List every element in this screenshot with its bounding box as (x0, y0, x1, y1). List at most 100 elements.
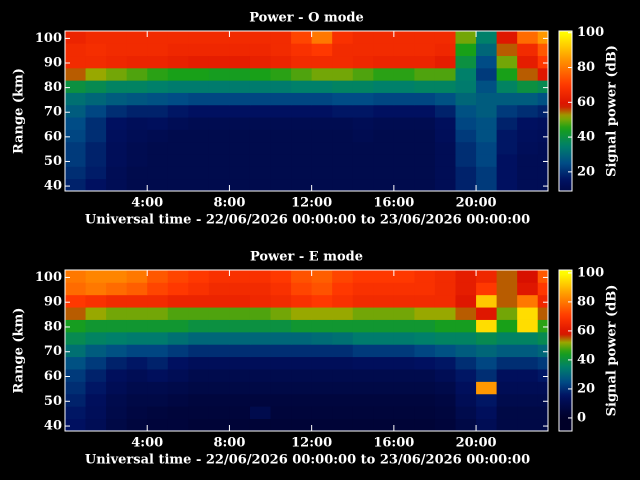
heatmap-cell (188, 406, 210, 420)
heatmap-cell (85, 80, 107, 93)
heatmap-cell (455, 418, 477, 432)
heatmap-cell (291, 80, 313, 93)
heatmap-cell (537, 331, 549, 345)
heatmap-cell (352, 282, 374, 296)
heatmap-cell (106, 67, 128, 81)
heatmap-cell (414, 31, 436, 44)
heatmap-cell (414, 117, 436, 130)
heatmap-cell (517, 80, 539, 93)
heatmap-cell (517, 178, 539, 192)
heatmap-cell (270, 282, 292, 296)
heatmap-cell (455, 129, 477, 143)
heatmap-cell (65, 92, 86, 106)
heatmap-cell (476, 270, 498, 283)
heatmap-cell (476, 381, 498, 395)
heatmap-cell (373, 154, 395, 167)
x-tick-label: 4:00 (131, 436, 163, 451)
heatmap-cell (291, 344, 313, 358)
heatmap-cell (188, 331, 210, 345)
heatmap-cell (311, 344, 333, 358)
colorbar-tick-label: 80 (577, 294, 595, 309)
heatmap-cell (188, 307, 210, 320)
heatmap-cell (393, 178, 415, 192)
heatmap-cell (208, 344, 230, 358)
heatmap-cell (270, 418, 292, 432)
heatmap-cell (455, 381, 477, 395)
heatmap-cell (517, 319, 539, 333)
heatmap-cell (373, 393, 395, 407)
heatmap-cell (126, 393, 148, 407)
heatmap-cell (65, 294, 86, 308)
heatmap-cell (496, 166, 518, 180)
heatmap-cell (311, 381, 333, 395)
heatmap-cell (147, 307, 169, 320)
heatmap-cell (65, 381, 86, 395)
heatmap-cell (229, 294, 251, 308)
heatmap-cell (517, 154, 539, 167)
heatmap-cell (147, 282, 169, 296)
heatmap-cell (65, 406, 86, 420)
heatmap-cell (229, 282, 251, 296)
heatmap-cell (496, 80, 518, 93)
heatmap-cell (188, 270, 210, 283)
heatmap-cell (208, 270, 230, 283)
heatmap-cell (393, 406, 415, 420)
heatmap-cell (537, 270, 549, 283)
heatmap-cell (106, 92, 128, 106)
heatmap-cell (249, 80, 271, 93)
heatmap-cell (455, 406, 477, 420)
heatmap-cell (126, 270, 148, 283)
heatmap-cell (414, 43, 436, 57)
heatmap-cell (476, 294, 498, 308)
heatmap-cell (537, 381, 549, 395)
heatmap-cell (249, 129, 271, 143)
heatmap-cell (332, 393, 354, 407)
heatmap-cell (434, 406, 456, 420)
heatmap-cell (332, 154, 354, 167)
heatmap-cell (208, 178, 230, 192)
heatmap-cell (188, 393, 210, 407)
heatmap-cell (167, 31, 189, 44)
heatmap-cell (249, 294, 271, 308)
heatmap-cell (476, 67, 498, 81)
heatmap-cell (291, 406, 313, 420)
heatmap-cell (229, 270, 251, 283)
heatmap-cell (332, 307, 354, 320)
heatmap-cell (291, 141, 313, 155)
heatmap-cell (496, 294, 518, 308)
y-tick-label: 80 (44, 319, 62, 334)
heatmap-cell (229, 117, 251, 130)
heatmap-cell (208, 307, 230, 320)
heatmap-cell (537, 55, 549, 69)
heatmap-cell (229, 141, 251, 155)
heatmap-cell (352, 129, 374, 143)
heatmap-cell (455, 282, 477, 296)
heatmap-cell (167, 406, 189, 420)
heatmap-cell (208, 141, 230, 155)
y-tick-label: 40 (44, 179, 62, 194)
heatmap-cell (496, 270, 518, 283)
heatmap-cell (167, 418, 189, 432)
heatmap-cell (249, 31, 271, 44)
heatmap-cell (434, 307, 456, 320)
heatmap-cell (434, 129, 456, 143)
heatmap-cell (537, 104, 549, 118)
x-tick-label: 8:00 (213, 436, 245, 451)
heatmap-cell (373, 406, 395, 420)
heatmap-cell (270, 117, 292, 130)
heatmap-cell (476, 406, 498, 420)
heatmap-cell (352, 117, 374, 130)
heatmap-cell (517, 294, 539, 308)
heatmap-cell (106, 166, 128, 180)
heatmap-cell (147, 393, 169, 407)
heatmap-cell (373, 294, 395, 308)
heatmap-cell (496, 104, 518, 118)
heatmap-cell (291, 393, 313, 407)
heatmap-cell (414, 418, 436, 432)
heatmap-cell (414, 80, 436, 93)
heatmap-cell (455, 369, 477, 382)
heatmap-cell (517, 67, 539, 81)
heatmap-cell (434, 80, 456, 93)
panel: Power - O mode 40 50 60 70 80 90 100 4:00 8:00 12:… (12, 11, 620, 228)
heatmap-cell (393, 154, 415, 167)
